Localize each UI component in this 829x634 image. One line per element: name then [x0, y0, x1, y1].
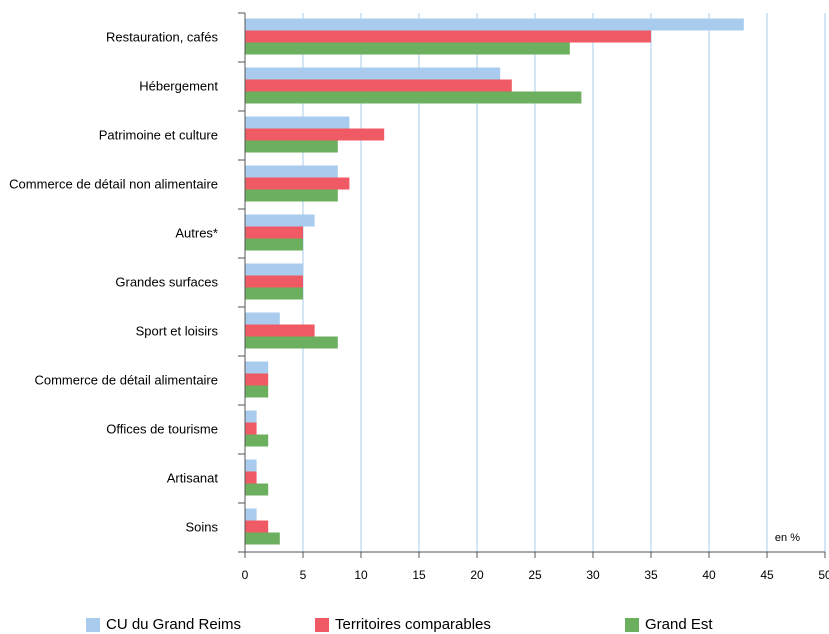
- category-label: Grandes surfaces: [115, 275, 218, 290]
- bar-chart: Restauration, cafés Hébergement Patrimoine…: [9, 12, 829, 582]
- legend-item-1: Territoires comparables: [315, 616, 491, 633]
- category-label: Offices de tourisme: [106, 422, 218, 437]
- x-tick-labels: 0 5 10 15 20 25 30 35 40 45 50: [242, 568, 829, 582]
- bar: [245, 287, 303, 300]
- x-tick-label: 45: [760, 568, 774, 582]
- x-tick-label: 40: [702, 568, 716, 582]
- bar: [245, 140, 338, 153]
- category-label: Hébergement: [139, 79, 218, 94]
- category-label: Patrimoine et culture: [99, 128, 218, 143]
- bar: [245, 373, 269, 386]
- legend: CU du Grand Reims Territoires comparable…: [0, 612, 829, 634]
- legend-label-2: Grand Est: [645, 616, 713, 633]
- x-tick-label: 15: [412, 568, 426, 582]
- bar: [245, 214, 315, 227]
- x-tick-label: 10: [354, 568, 368, 582]
- bar: [245, 312, 280, 325]
- axes: [238, 12, 826, 558]
- legend-label-1: Territoires comparables: [335, 616, 491, 633]
- category-label: Artisanat: [167, 471, 219, 486]
- category-label: Sport et loisirs: [136, 324, 219, 339]
- bar: [245, 434, 269, 447]
- bar: [245, 361, 269, 374]
- category-label: Commerce de détail alimentaire: [34, 373, 218, 388]
- bar: [245, 226, 303, 239]
- x-tick-label: 20: [470, 568, 484, 582]
- bar: [245, 483, 269, 496]
- bar: [245, 471, 257, 484]
- bar: [245, 520, 269, 533]
- x-tick-label: 35: [644, 568, 658, 582]
- bar: [245, 30, 651, 43]
- bar: [245, 459, 257, 472]
- legend-item-2: Grand Est: [625, 616, 713, 633]
- legend-swatch-0: [86, 617, 100, 632]
- x-tick-label: 0: [242, 568, 249, 582]
- bar: [245, 532, 280, 545]
- bar: [245, 18, 744, 31]
- category-label: Soins: [185, 520, 218, 535]
- bar: [245, 508, 257, 521]
- legend-swatch-2: [625, 617, 639, 632]
- bar: [245, 165, 338, 178]
- bar: [245, 79, 512, 92]
- bar: [245, 91, 582, 104]
- category-label: Autres*: [175, 226, 218, 241]
- bar: [245, 385, 269, 398]
- bar: [245, 422, 257, 435]
- category-labels: Restauration, cafés Hébergement Patrimoine…: [9, 30, 218, 535]
- x-tick-label: 50: [818, 568, 829, 582]
- x-tick-label: 5: [300, 568, 307, 582]
- category-label: Commerce de détail non alimentaire: [9, 177, 218, 192]
- bar: [245, 67, 501, 80]
- legend-item-0: CU du Grand Reims: [86, 616, 241, 633]
- legend-swatch-1: [315, 617, 329, 632]
- bar: [245, 324, 315, 337]
- unit-label: en %: [775, 532, 800, 544]
- legend-label-0: CU du Grand Reims: [106, 616, 242, 633]
- bar: [245, 116, 350, 129]
- bars: [245, 18, 744, 545]
- bar: [245, 128, 385, 141]
- bar: [245, 42, 570, 55]
- x-tick-label: 30: [586, 568, 600, 582]
- bar: [245, 410, 257, 423]
- bar: [245, 336, 338, 349]
- bar: [245, 189, 338, 202]
- bar: [245, 275, 303, 288]
- category-label: Restauration, cafés: [106, 30, 219, 45]
- x-tick-label: 25: [528, 568, 542, 582]
- bar: [245, 238, 303, 251]
- bar: [245, 177, 350, 190]
- bar: [245, 263, 303, 276]
